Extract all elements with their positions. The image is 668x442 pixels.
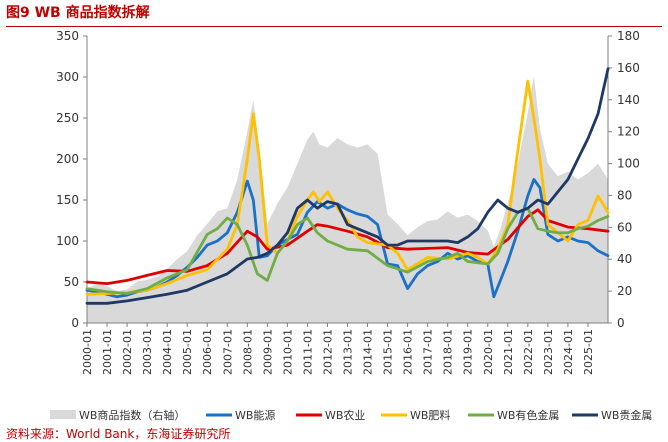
series-line-4 [85,67,610,305]
x-tick-label: 2010-01 [281,329,294,375]
legend-label: WB农业 [325,408,365,422]
x-tick-label: 2017-01 [422,329,435,375]
legend-label: WB能源 [235,408,275,422]
x-tick-label: 2018-01 [442,329,455,375]
right-tick-label: 80 [617,188,632,202]
left-tick-label: 100 [56,234,79,248]
left-tick-label: 150 [56,193,79,207]
x-tick-label: 2023-01 [542,329,555,375]
right-tick-label: 60 [617,220,632,234]
right-tick-label: 20 [617,284,632,298]
source-note: 资料来源：World Bank，东海证券研究所 [6,427,231,441]
legend-label: WB商品指数（右轴） [79,408,185,422]
right-tick-label: 140 [617,93,640,107]
series-line-3 [85,206,610,295]
x-tick-label: 2024-01 [562,329,575,375]
x-tick-label: 2013-01 [342,329,355,375]
x-tick-label: 2003-01 [141,329,154,375]
series-line-2 [85,79,610,296]
x-tick-label: 2004-01 [161,329,174,375]
x-tick-label: 2014-01 [362,329,375,375]
x-tick-label: 2015-01 [382,329,395,375]
x-tick-label: 2009-01 [261,329,274,375]
x-tick-label: 2011-01 [301,329,314,375]
x-tick-label: 2020-01 [482,329,495,375]
right-tick-label: 100 [617,157,640,171]
x-tick-label: 2012-01 [321,329,334,375]
right-tick-label: 40 [617,252,632,266]
x-tick-label: 2016-01 [402,329,415,375]
x-tick-label: 2000-01 [81,329,94,375]
chart-title: 图9 WB 商品指数拆解 [6,5,150,21]
left-tick-label: 300 [56,70,79,84]
legend-label: WB有色金属 [497,408,559,422]
x-tick-label: 2021-01 [502,329,515,375]
x-tick-label: 2008-01 [241,329,254,375]
x-tick-label: 2001-01 [101,329,114,375]
x-tick-label: 2007-01 [221,329,234,375]
x-tick-label: 2006-01 [201,329,214,375]
legend-swatch [50,410,76,419]
series-area-0 [87,75,608,324]
left-tick-label: 50 [64,275,79,289]
x-tick-label: 2002-01 [121,329,134,375]
legend-label: WB肥料 [410,408,450,422]
x-tick-label: 2022-01 [522,329,535,375]
chart-title-bar: 图9 WB 商品指数拆解 [6,2,662,27]
left-tick-label: 250 [56,111,79,125]
left-tick-label: 350 [56,29,79,43]
legend-label: WB贵金属 [601,408,652,422]
x-tick-label: 2019-01 [462,329,475,375]
x-tick-label: 2025-01 [582,329,595,375]
right-tick-label: 160 [617,61,640,75]
right-tick-label: 180 [617,29,640,43]
x-tick-label: 2005-01 [181,329,194,375]
right-tick-label: 120 [617,125,640,139]
right-tick-label: 0 [617,316,625,330]
left-tick-label: 200 [56,152,79,166]
left-tick-label: 0 [71,316,79,330]
